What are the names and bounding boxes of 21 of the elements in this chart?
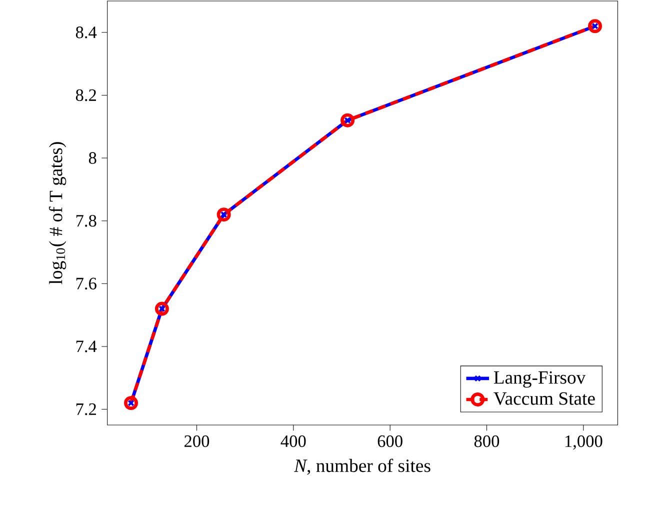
x-tick-label: 800	[474, 435, 500, 448]
legend-label: Vaccum State	[494, 392, 595, 405]
y-tick-label: 8.2	[76, 89, 96, 102]
y-tick-label: 7.6	[76, 278, 96, 290]
point	[340, 113, 355, 128]
x-tick-label: 1,000	[565, 435, 602, 450]
point	[588, 19, 602, 34]
legend-label: Lang-Firsov	[494, 371, 586, 388]
point	[124, 396, 138, 410]
y-tick-label: 8.4	[76, 26, 97, 38]
y-tick-label: 8	[88, 152, 96, 164]
x-tick-label: 600	[378, 435, 402, 448]
x-tick-label: 200	[184, 435, 210, 448]
x-axis-title: N, number of sites	[294, 458, 430, 475]
point	[216, 208, 231, 222]
point	[154, 302, 169, 316]
x-tick-label: 400	[280, 435, 306, 448]
y-tick-label: 7.4	[76, 340, 97, 352]
y-axis-title: log$_{10}$( # of T gates)	[48, 142, 66, 284]
y-tick-label: 7.8	[76, 214, 96, 227]
y-tick-label: 7.2	[76, 403, 96, 416]
